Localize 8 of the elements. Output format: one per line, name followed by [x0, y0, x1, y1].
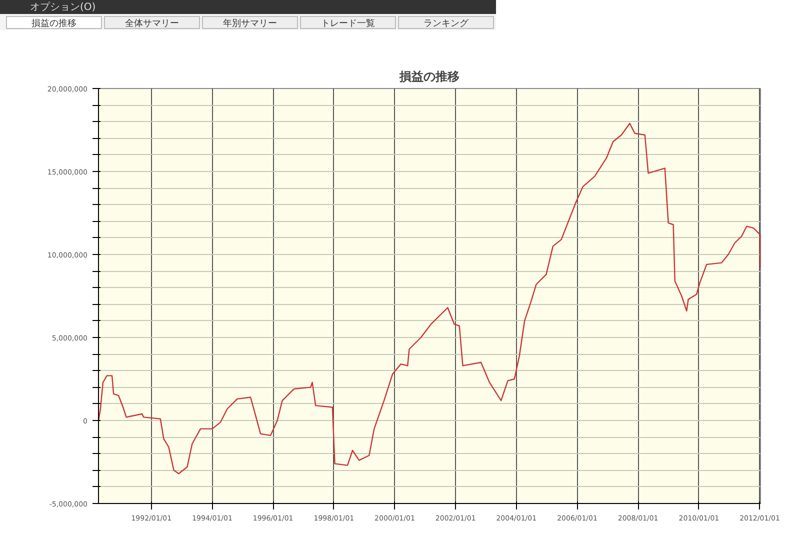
text: 全体サマリー	[104, 16, 200, 29]
text: オプション(O)	[0, 0, 496, 14]
chart-title: 損益の推移	[398, 70, 460, 84]
text: トレード一覧	[300, 16, 396, 29]
text: ランキング	[398, 16, 494, 29]
line-series	[98, 122, 760, 474]
text: 損益の推移	[6, 16, 102, 29]
text: 年別サマリー	[202, 16, 298, 29]
